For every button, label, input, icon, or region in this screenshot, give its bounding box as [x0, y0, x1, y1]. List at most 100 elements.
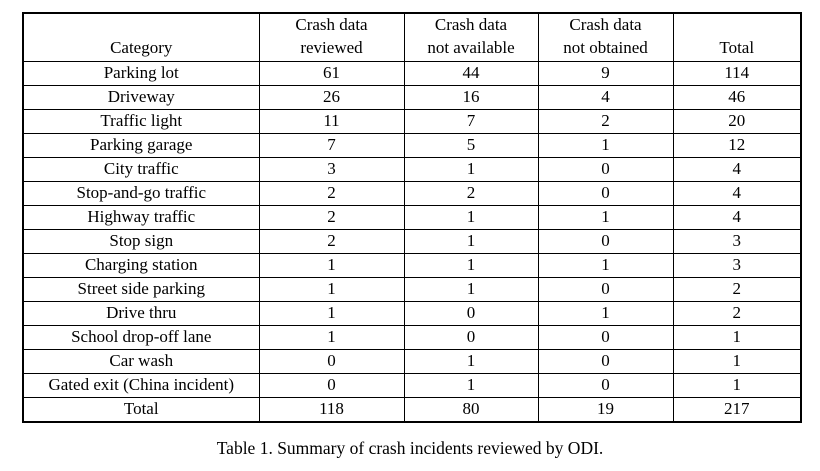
value-cell: 0 — [403, 325, 539, 350]
column-header-crash-data-not-obtained: Crash data not obtained — [537, 12, 674, 62]
value-cell: 7 — [403, 109, 539, 134]
value-cell: 3 — [258, 157, 405, 182]
value-cell: 61 — [258, 61, 405, 86]
value-cell: 1 — [537, 301, 674, 326]
category-cell: Highway traffic — [22, 205, 260, 230]
category-cell: Stop-and-go traffic — [22, 181, 260, 206]
value-cell: 1 — [672, 373, 802, 398]
value-cell: 1 — [403, 253, 539, 278]
category-cell: School drop-off lane — [22, 325, 260, 350]
category-cell: City traffic — [22, 157, 260, 182]
value-cell: 3 — [672, 229, 802, 254]
crash-incidents-table: Category Crash data reviewed Crash data no… — [22, 12, 802, 423]
table-row: Stop-and-go traffic 2 2 0 4 — [22, 181, 802, 206]
value-cell: 1 — [258, 277, 405, 302]
table-row: School drop-off lane 1 0 0 1 — [22, 325, 802, 350]
value-cell: 1 — [672, 349, 802, 374]
value-cell: 44 — [403, 61, 539, 86]
table-row: Highway traffic 2 1 1 4 — [22, 205, 802, 230]
category-cell: Drive thru — [22, 301, 260, 326]
value-cell: 1 — [403, 277, 539, 302]
table-body: Parking lot 61 44 9 114 Driveway 26 16 4 46 Traffi… — [22, 61, 802, 423]
column-header-category: Category — [22, 12, 260, 62]
value-cell: 16 — [403, 85, 539, 110]
category-cell: Car wash — [22, 349, 260, 374]
value-cell: 1 — [403, 229, 539, 254]
value-cell: 7 — [258, 133, 405, 158]
category-cell: Charging station — [22, 253, 260, 278]
category-cell: Driveway — [22, 85, 260, 110]
header-row: Category Crash data reviewed Crash data no… — [22, 12, 802, 62]
table-header: Category Crash data reviewed Crash data no… — [22, 12, 802, 62]
value-cell: 0 — [258, 373, 405, 398]
value-cell: 80 — [403, 397, 539, 423]
total-label-cell: Total — [22, 397, 260, 423]
value-cell: 1 — [403, 349, 539, 374]
table-row: Parking lot 61 44 9 114 — [22, 61, 802, 86]
value-cell: 0 — [537, 157, 674, 182]
value-cell: 2 — [258, 181, 405, 206]
table-row: Traffic light 11 7 2 20 — [22, 109, 802, 134]
column-header-total: Total — [672, 12, 802, 62]
category-cell: Gated exit (China incident) — [22, 373, 260, 398]
value-cell: 0 — [537, 325, 674, 350]
value-cell: 1 — [537, 133, 674, 158]
table-caption: Table 1. Summary of crash incidents revi… — [216, 438, 604, 458]
value-cell: 0 — [537, 277, 674, 302]
value-cell: 1 — [537, 253, 674, 278]
category-cell: Traffic light — [22, 109, 260, 134]
value-cell: 46 — [672, 85, 802, 110]
column-header-crash-data-not-available: Crash data not available — [403, 12, 539, 62]
value-cell: 26 — [258, 85, 405, 110]
table-row: Stop sign 2 1 0 3 — [22, 229, 802, 254]
value-cell: 19 — [537, 397, 674, 423]
value-cell: 114 — [672, 61, 802, 86]
value-cell: 1 — [403, 157, 539, 182]
table-row: City traffic 3 1 0 4 — [22, 157, 802, 182]
value-cell: 12 — [672, 133, 802, 158]
value-cell: 4 — [537, 85, 674, 110]
value-cell: 2 — [258, 205, 405, 230]
value-cell: 0 — [537, 349, 674, 374]
value-cell: 1 — [258, 325, 405, 350]
value-cell: 1 — [537, 205, 674, 230]
value-cell: 1 — [403, 205, 539, 230]
table-row: Driveway 26 16 4 46 — [22, 85, 802, 110]
column-header-crash-data-reviewed: Crash data reviewed — [258, 12, 405, 62]
category-cell: Parking garage — [22, 133, 260, 158]
value-cell: 4 — [672, 181, 802, 206]
value-cell: 1 — [403, 373, 539, 398]
value-cell: 9 — [537, 61, 674, 86]
value-cell: 0 — [537, 181, 674, 206]
value-cell: 2 — [403, 181, 539, 206]
table-row: Car wash 0 1 0 1 — [22, 349, 802, 374]
value-cell: 1 — [258, 253, 405, 278]
value-cell: 0 — [537, 373, 674, 398]
table-row: Charging station 1 1 1 3 — [22, 253, 802, 278]
value-cell: 118 — [258, 397, 405, 423]
total-row: Total 118 80 19 217 — [22, 397, 802, 423]
value-cell: 11 — [258, 109, 405, 134]
table-row: Drive thru 1 0 1 2 — [22, 301, 802, 326]
table-row: Gated exit (China incident) 0 1 0 1 — [22, 373, 802, 398]
category-cell: Parking lot — [22, 61, 260, 86]
value-cell: 1 — [258, 301, 405, 326]
value-cell: 2 — [672, 301, 802, 326]
value-cell: 20 — [672, 109, 802, 134]
value-cell: 0 — [537, 229, 674, 254]
value-cell: 4 — [672, 157, 802, 182]
value-cell: 0 — [258, 349, 405, 374]
value-cell: 0 — [403, 301, 539, 326]
table-row: Street side parking 1 1 0 2 — [22, 277, 802, 302]
value-cell: 3 — [672, 253, 802, 278]
table-row: Parking garage 7 5 1 12 — [22, 133, 802, 158]
value-cell: 217 — [672, 397, 802, 423]
value-cell: 2 — [672, 277, 802, 302]
value-cell: 2 — [258, 229, 405, 254]
value-cell: 2 — [537, 109, 674, 134]
category-cell: Stop sign — [22, 229, 260, 254]
value-cell: 5 — [403, 133, 539, 158]
value-cell: 1 — [672, 325, 802, 350]
value-cell: 4 — [672, 205, 802, 230]
